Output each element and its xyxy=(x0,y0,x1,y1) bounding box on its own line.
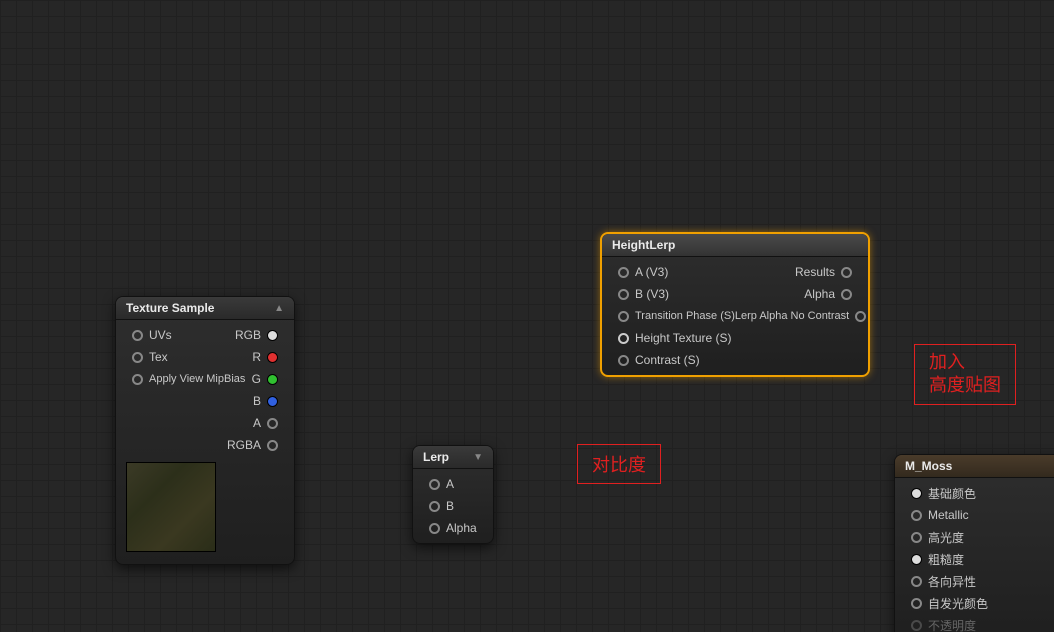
pin-label: A xyxy=(253,416,261,430)
node-title-text: Texture Sample xyxy=(126,301,214,315)
pin-label: UVs xyxy=(149,328,172,342)
pin-out-g[interactable] xyxy=(267,374,278,385)
pin-in-emissive[interactable] xyxy=(911,598,922,609)
pin-in-roughness[interactable] xyxy=(911,554,922,565)
pin-in-transition-phase[interactable] xyxy=(618,311,629,322)
pin-label: B xyxy=(253,394,261,408)
annotation-text: 对比度 xyxy=(592,455,646,475)
pin-label: Lerp Alpha No Contrast xyxy=(735,310,849,322)
pin-label: Tex xyxy=(149,350,168,364)
annotation-text: 加入 高度贴图 xyxy=(929,352,1001,395)
pin-label: 高光度 xyxy=(928,529,964,546)
node-heightlerp[interactable]: HeightLerp A (V3) Results B (V3) Alpha T… xyxy=(600,232,870,377)
node-title-text: HeightLerp xyxy=(612,238,675,252)
pin-in-contrast[interactable] xyxy=(618,355,629,366)
node-title[interactable]: HeightLerp xyxy=(602,234,868,257)
pin-out-lerpalpha-nc[interactable] xyxy=(855,311,866,322)
pin-in-height-texture[interactable] xyxy=(618,333,629,344)
node-title[interactable]: M_Moss xyxy=(895,455,1054,478)
pin-label: RGB xyxy=(235,328,261,342)
node-title[interactable]: Lerp ▼ xyxy=(413,446,493,469)
pin-label: G xyxy=(252,372,261,386)
node-lerp[interactable]: Lerp ▼ A B Alpha xyxy=(412,445,494,544)
pin-out-alpha[interactable] xyxy=(841,289,852,300)
pin-label: 自发光颜色 xyxy=(928,595,988,612)
pin-out-r[interactable] xyxy=(267,352,278,363)
pin-out-b[interactable] xyxy=(267,396,278,407)
collapse-icon[interactable]: ▲ xyxy=(274,303,284,314)
pin-label: 不透明度 xyxy=(928,617,976,632)
pin-label: 各向异性 xyxy=(928,573,976,590)
pin-in-uvs[interactable] xyxy=(132,330,143,341)
pin-label: Apply View MipBias xyxy=(149,373,245,385)
pin-in-a[interactable] xyxy=(429,479,440,490)
pin-out-results[interactable] xyxy=(841,267,852,278)
pin-label: Metallic xyxy=(928,508,969,522)
pin-label: Results xyxy=(795,265,835,279)
node-title-text: M_Moss xyxy=(905,459,952,473)
pin-in-a-v3[interactable] xyxy=(618,267,629,278)
pin-label: A xyxy=(446,477,454,491)
collapse-icon[interactable]: ▼ xyxy=(473,452,483,463)
pin-in-alpha[interactable] xyxy=(429,523,440,534)
pin-label: Alpha xyxy=(804,287,835,301)
pin-in-mipbias[interactable] xyxy=(132,374,143,385)
pin-label: Height Texture (S) xyxy=(635,331,732,345)
annotation-height-texture: 加入 高度贴图 xyxy=(914,344,1016,405)
pin-in-opacity[interactable] xyxy=(911,620,922,631)
pin-label: B (V3) xyxy=(635,287,669,301)
node-title-text: Lerp xyxy=(423,450,449,464)
pin-out-a[interactable] xyxy=(267,418,278,429)
pin-label: B xyxy=(446,499,454,513)
pin-in-specular[interactable] xyxy=(911,532,922,543)
pin-in-b-v3[interactable] xyxy=(618,289,629,300)
pin-label: Transition Phase (S) xyxy=(635,310,735,322)
pin-label: 粗糙度 xyxy=(928,551,964,568)
pin-in-anisotropy[interactable] xyxy=(911,576,922,587)
annotation-contrast: 对比度 xyxy=(577,444,661,484)
pin-label: 基础颜色 xyxy=(928,485,976,502)
pin-in-basecolor[interactable] xyxy=(911,488,922,499)
pin-label: Alpha xyxy=(446,521,477,535)
pin-label: Contrast (S) xyxy=(635,353,700,367)
pin-in-metallic[interactable] xyxy=(911,510,922,521)
node-m-moss[interactable]: M_Moss 基础颜色 Metallic 高光度 粗糙度 各向异性 自发光颜色 … xyxy=(894,454,1054,632)
pin-label: A (V3) xyxy=(635,265,668,279)
pin-label: RGBA xyxy=(227,438,261,452)
pin-out-rgb[interactable] xyxy=(267,330,278,341)
node-title[interactable]: Texture Sample ▲ xyxy=(116,297,294,320)
node-texture-sample[interactable]: Texture Sample ▲ UVs RGB Tex R Apply Vie… xyxy=(115,296,295,565)
texture-preview xyxy=(126,462,216,552)
pin-label: R xyxy=(252,350,261,364)
pin-out-rgba[interactable] xyxy=(267,440,278,451)
pin-in-tex[interactable] xyxy=(132,352,143,363)
pin-in-b[interactable] xyxy=(429,501,440,512)
